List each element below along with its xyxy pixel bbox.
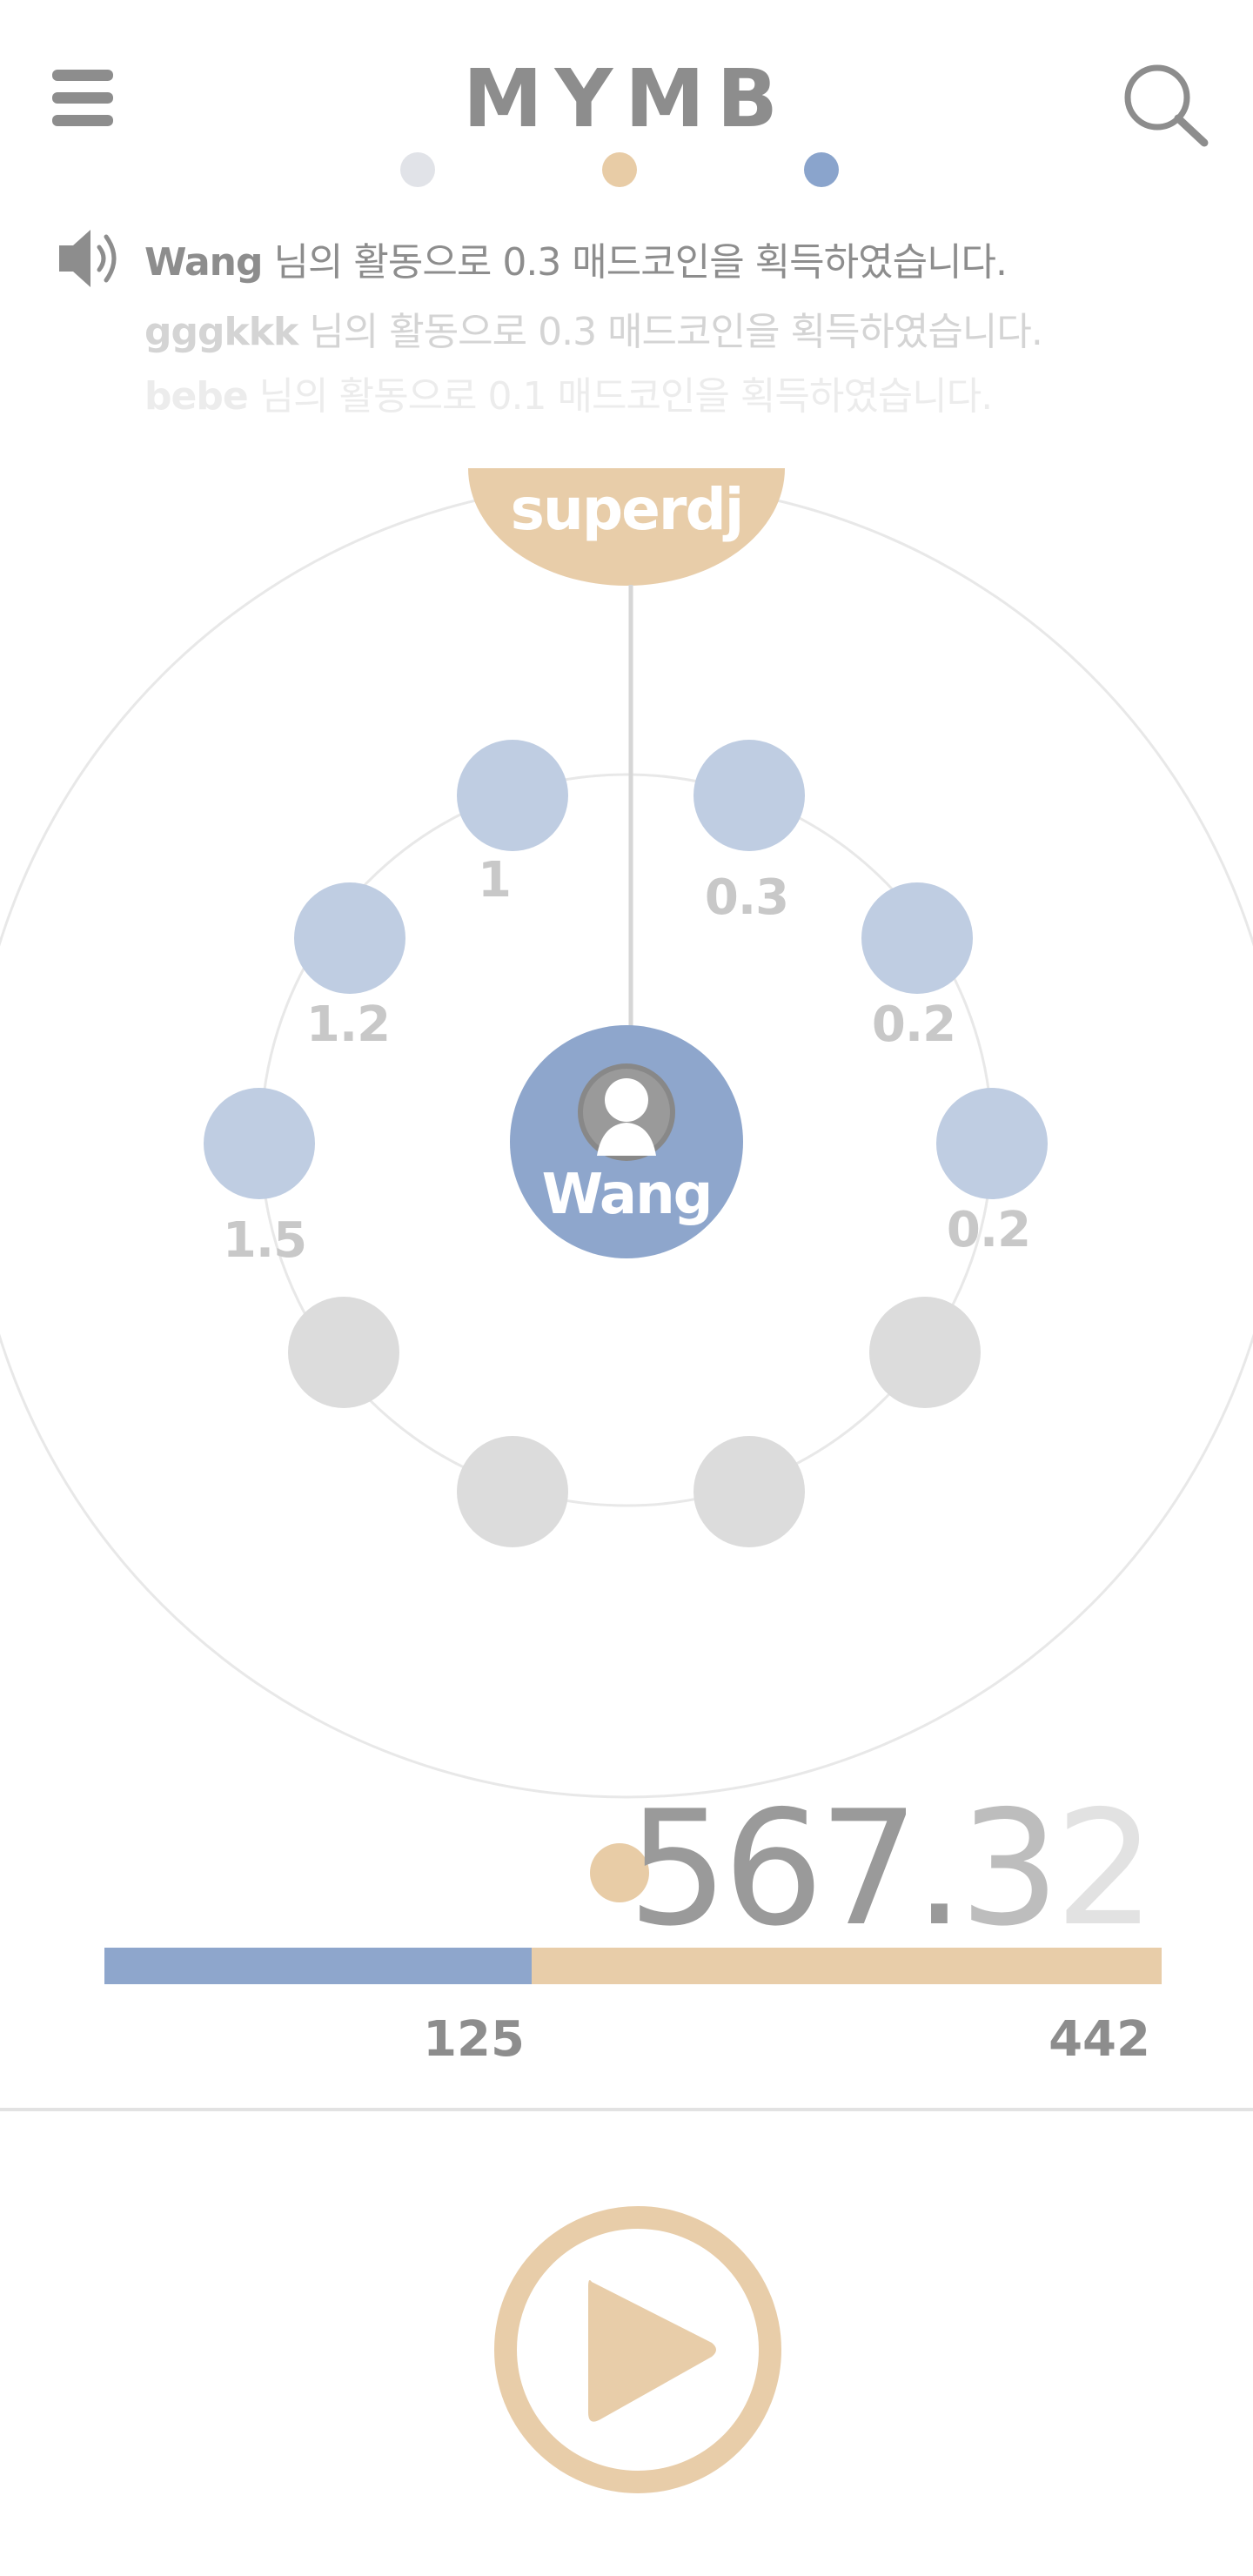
empty-referral-slot[interactable] [694, 1436, 805, 1547]
referral-slot-value: 0.2 [872, 996, 955, 1053]
empty-referral-slot[interactable] [457, 1436, 568, 1547]
avatar-icon [578, 1063, 675, 1161]
ticker-line: gggkkk 님의 활동으로 0.3 매드코인을 획득하였습니다. [144, 310, 1042, 354]
app-title: MYMB [463, 52, 790, 145]
play-button[interactable] [494, 2206, 781, 2493]
referral-slot[interactable] [204, 1088, 315, 1199]
coin-icon [590, 1843, 649, 1902]
speaker-icon [59, 230, 117, 287]
referral-slot-value: 1.5 [223, 1212, 306, 1269]
progress-bar [104, 1948, 1162, 1984]
page-dot[interactable] [804, 152, 839, 187]
search-icon[interactable] [1124, 64, 1209, 147]
referral-slot-value: 0.3 [705, 869, 788, 926]
referral-slots: 1 0.3 0.2 0.2 1.5 1.2 [204, 740, 1048, 1547]
parent-user-badge[interactable]: superdj [468, 468, 785, 586]
page-indicator [400, 152, 839, 187]
referral-slot[interactable] [294, 882, 405, 994]
ticker-user-name: gggkkk [144, 310, 300, 354]
menu-icon[interactable] [52, 70, 113, 126]
referral-slot[interactable] [861, 882, 973, 994]
ticker-user-name: Wang [144, 240, 262, 285]
balance-integer: 567. [627, 1776, 959, 1961]
parent-user-name: superdj [511, 476, 743, 543]
ticker-line: bebe 님의 활동으로 0.1 매드코인을 획득하였습니다. [144, 374, 992, 419]
play-icon [588, 2280, 716, 2422]
progress-left-value: 125 [423, 2011, 525, 2068]
referral-slot-value: 1 [478, 852, 511, 909]
empty-referral-slot[interactable] [288, 1297, 399, 1408]
balance-decimal-2: 2 [1055, 1776, 1150, 1961]
referral-slot-value: 0.2 [947, 1202, 1030, 1258]
current-user-name: Wang [542, 1163, 712, 1227]
referral-slot-value: 1.2 [306, 996, 390, 1053]
ticker-message: 님의 활동으로 0.3 매드코인을 획득하였습니다. [298, 310, 1042, 354]
current-user-node[interactable]: Wang [510, 1025, 743, 1258]
referral-slot[interactable] [936, 1088, 1048, 1199]
referral-slot[interactable] [457, 740, 568, 851]
balance-decimal-1: 3 [959, 1776, 1055, 1961]
ticker-message: 님의 활동으로 0.3 매드코인을 획득하였습니다. [262, 240, 1007, 285]
referral-slot[interactable] [694, 740, 805, 851]
ticker-line: Wang 님의 활동으로 0.3 매드코인을 획득하였습니다. [144, 240, 1007, 285]
activity-ticker: Wang 님의 활동으로 0.3 매드코인을 획득하였습니다. gggkkk 님… [144, 240, 1043, 419]
ticker-user-name: bebe [144, 374, 248, 419]
progress-right-value: 442 [1049, 2011, 1150, 2068]
progress-bar-right [532, 1948, 1162, 1984]
page-dot[interactable] [602, 152, 637, 187]
progress-bar-left [104, 1948, 532, 1984]
balance-amount: 567.32 [627, 1776, 1150, 1961]
empty-referral-slot[interactable] [869, 1297, 981, 1408]
ticker-message: 님의 활동으로 0.1 매드코인을 획득하였습니다. [248, 374, 993, 419]
page-dot[interactable] [400, 152, 435, 187]
